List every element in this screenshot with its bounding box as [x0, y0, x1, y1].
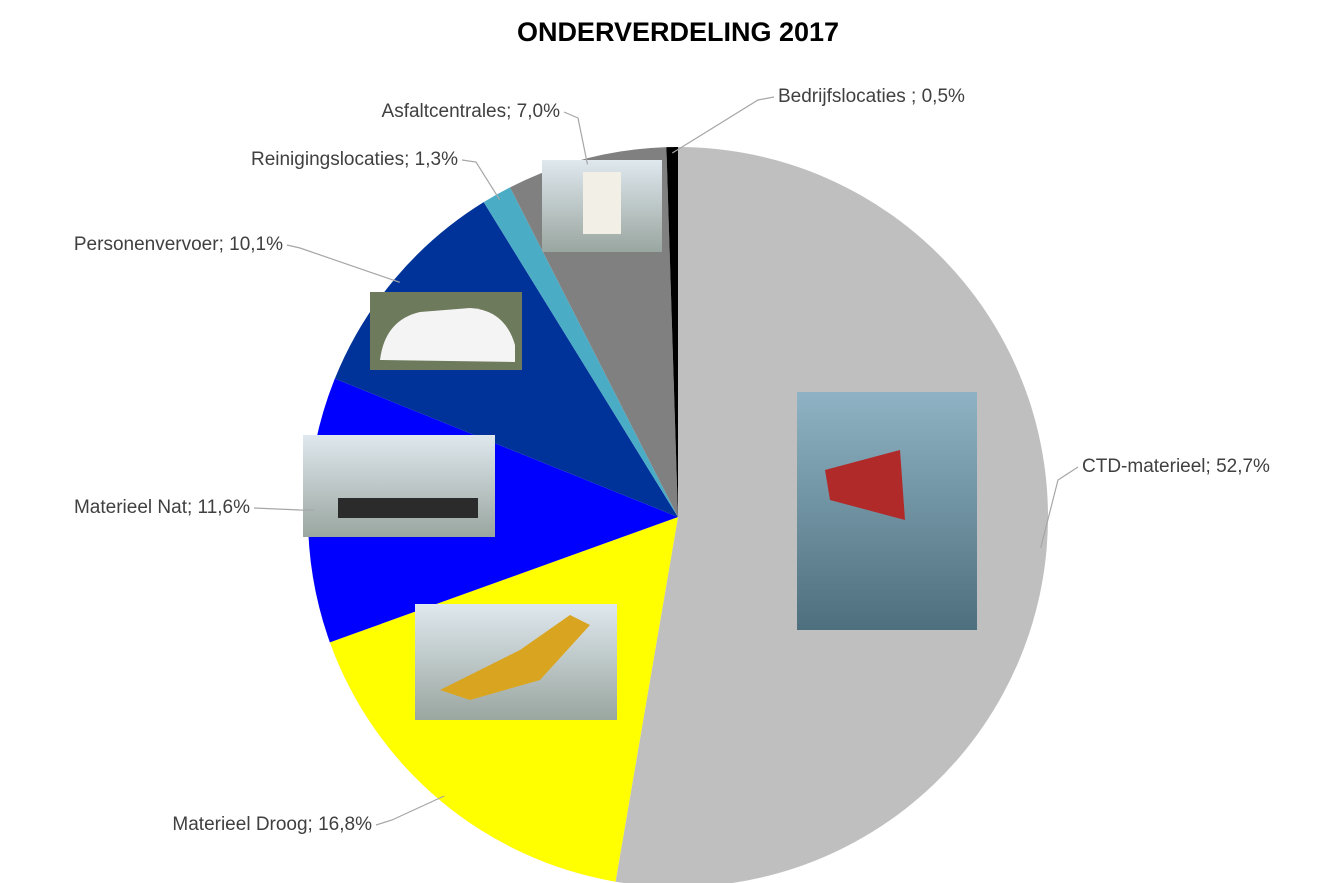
photo-detail: [440, 615, 590, 700]
data-label: CTD-materieel; 52,7%: [1082, 456, 1270, 477]
leader-line: [563, 111, 589, 165]
labels: CTD-materieel; 52,7% Materieel Droog; 16,…: [74, 86, 1270, 835]
data-label: Materieel Droog; 16,8%: [172, 814, 372, 835]
photo-detail: [380, 308, 515, 362]
chart-title: ONDERVERDELING 2017: [517, 17, 839, 47]
photo-detail: [583, 172, 621, 234]
leader-line: [461, 159, 501, 201]
leader-line: [375, 795, 445, 826]
pie-slice: [666, 147, 678, 517]
photo-detail: [825, 450, 905, 520]
data-label: Asfaltcentrales; 7,0%: [382, 101, 561, 122]
data-label: Bedrijfslocaties ; 0,5%: [778, 86, 965, 107]
data-label: Reinigingslocaties; 1,3%: [251, 149, 458, 170]
photo-dredger: [303, 435, 495, 537]
photo-detail: [338, 498, 478, 518]
data-label: Materieel Nat; 11,6%: [74, 497, 250, 518]
leader-line: [1040, 466, 1079, 548]
leader-line: [253, 507, 315, 511]
leader-line: [286, 244, 400, 283]
leader-line: [671, 96, 775, 154]
pie-slice: [483, 187, 678, 518]
data-label: Personenvervoer; 10,1%: [74, 234, 283, 255]
photos: [303, 160, 977, 720]
